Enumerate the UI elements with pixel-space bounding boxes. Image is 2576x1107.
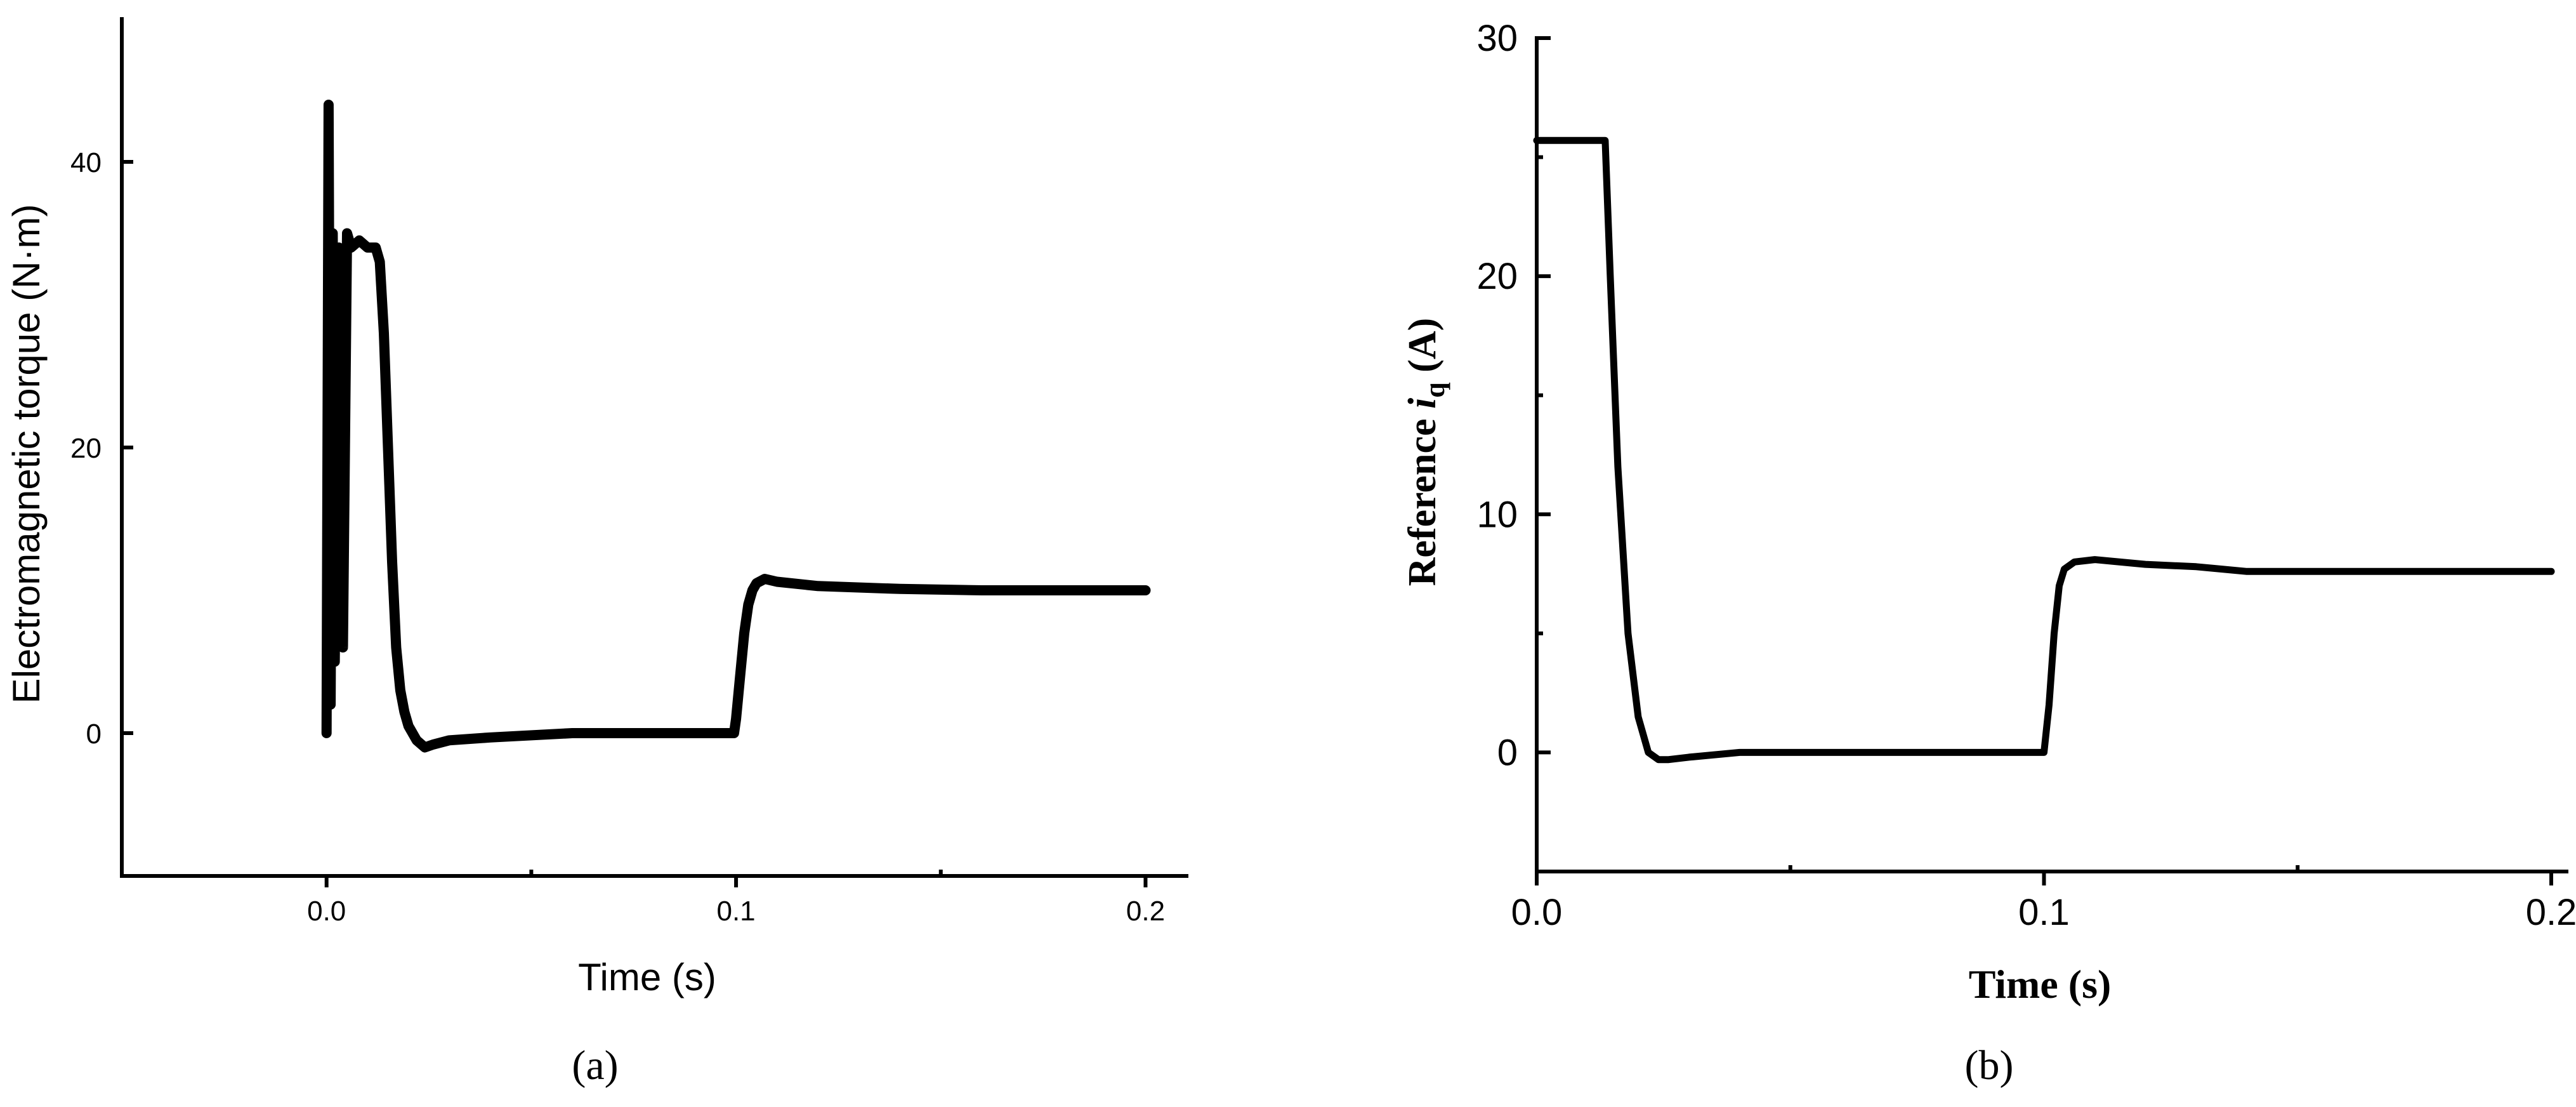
chart-b-y-axis-label-prefix: Reference	[1401, 409, 1444, 586]
chart-b-x-tick-label: 0.0	[1511, 892, 1563, 933]
chart-a-y-tick-label: 40	[70, 147, 102, 178]
chart-b-series-line-0	[1533, 136, 2555, 764]
chart-b-y-axis-label-subscript: q	[1419, 382, 1450, 398]
chart-a-series-line-0	[321, 100, 1151, 753]
chart-b-x-tick-label: 0.2	[2526, 892, 2576, 933]
chart-a-ticks: 0.0 0.1 0.2 0 20 40	[70, 147, 1165, 927]
chart-b-panel-label: (b)	[1965, 1042, 2014, 1089]
chart-a-y-tick-label: 0	[86, 719, 102, 750]
chart-b-y-tick-label: 0	[1497, 732, 1518, 773]
chart-b-y-axis-label-variable: i	[1401, 398, 1444, 409]
chart-b-y-axis-label-suffix: (A)	[1401, 318, 1444, 383]
chart-b-y-axis-label: Reference iq (A)	[1401, 318, 1450, 587]
chart-b-axes	[1535, 36, 2568, 873]
chart-panel-a: 0.0 0.1 0.2 0 20 40 Time (s) Electromagnetic …	[5, 17, 1188, 1089]
chart-a-y-axis-label: Electromagnetic torque (N·m)	[5, 204, 48, 704]
chart-b-series-group	[1533, 136, 2555, 764]
chart-b-y-tick-label: 10	[1476, 494, 1518, 535]
chart-panel-b: 0.0 0.1 0.2 0 10 20 30 Time (s) Reference iq (…	[1401, 18, 2576, 1089]
chart-b-y-tick-label: 30	[1476, 18, 1518, 59]
chart-b-y-tick-label: 20	[1476, 256, 1518, 297]
chart-b-x-axis-label: Time (s)	[1969, 962, 2112, 1007]
chart-a-axes	[120, 17, 1188, 878]
chart-a-x-tick-label: 0.1	[716, 896, 755, 927]
chart-a-x-tick-label: 0.0	[307, 896, 346, 927]
chart-a-x-axis-label: Time (s)	[578, 956, 716, 998]
chart-a-y-tick-label: 20	[70, 433, 102, 464]
chart-a-panel-label: (a)	[572, 1042, 618, 1089]
chart-a-series-group	[321, 100, 1151, 753]
chart-b-x-tick-label: 0.1	[2018, 892, 2070, 933]
chart-b-ticks: 0.0 0.1 0.2 0 10 20 30	[1476, 18, 2576, 933]
chart-a-x-tick-label: 0.2	[1126, 896, 1165, 927]
